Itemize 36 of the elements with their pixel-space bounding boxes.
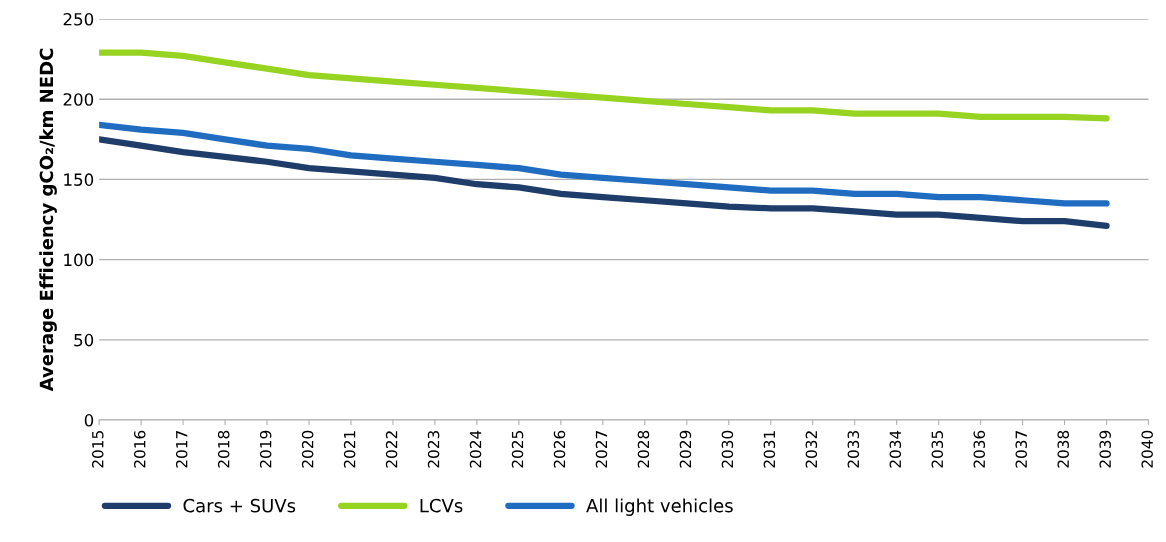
y-tick-label: 250 [63, 12, 94, 26]
x-tick-label: 2020 [301, 430, 314, 468]
legend-label: Cars + SUVs [183, 498, 296, 513]
x-tick-label: 2021 [343, 431, 356, 468]
x-tick-label: 2023 [427, 431, 440, 468]
x-tick-label: 2022 [385, 431, 398, 468]
x-tick-label: 2028 [637, 430, 650, 468]
x-tick-label: 2035 [931, 431, 944, 468]
x-tick-label: 2034 [889, 430, 902, 468]
x-tick-label: 2027 [595, 431, 608, 468]
x-tick-label: 2024 [469, 430, 482, 468]
y-tick-label: 200 [63, 93, 94, 106]
x-tick-label: 2025 [511, 431, 524, 468]
y-tick-label: 50 [74, 333, 94, 347]
x-tick-label: 2018 [217, 430, 230, 468]
x-tick-label: 2036 [973, 430, 986, 468]
x-tick-label: 2016 [133, 430, 146, 468]
x-tick-label: 2019 [259, 430, 272, 468]
x-tick-label: 2038 [1057, 430, 1069, 468]
x-tick-label: 2033 [847, 431, 860, 468]
x-tick-label: 2017 [175, 431, 188, 468]
x-tick-label: 2029 [679, 430, 692, 468]
x-tick-label: 2037 [1015, 431, 1028, 468]
y-tick-label: 150 [64, 173, 94, 186]
y-tick-label: 100 [64, 253, 94, 267]
x-tick-label: 2015 [91, 431, 104, 468]
x-tick-label: 2030 [721, 430, 734, 468]
x-tick-label: 2026 [553, 430, 566, 468]
y-axis-title: Average Efficiency gCO₂/km NEDC [39, 48, 57, 392]
x-tick-label: 2031 [763, 431, 776, 468]
legend-label: All light vehicles [586, 498, 733, 516]
y-tick-label: 0 [84, 414, 94, 427]
legend-label: LCVs [420, 498, 463, 513]
x-tick-label: 2039 [1099, 430, 1111, 468]
x-tick-label: 2032 [805, 431, 818, 468]
x-tick-label: 2040 [1141, 430, 1153, 468]
